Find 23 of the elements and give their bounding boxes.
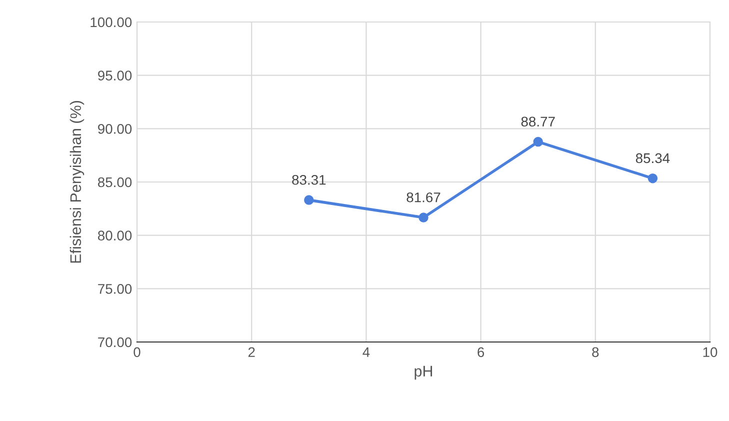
x-tick-label: 6 bbox=[478, 347, 484, 358]
point bbox=[304, 195, 314, 205]
point bbox=[648, 174, 658, 184]
x-tick-label: 4 bbox=[362, 347, 370, 357]
x-axis-title: pH bbox=[414, 366, 432, 380]
data-label: 81.67 bbox=[406, 192, 440, 202]
data-label: 83.31 bbox=[292, 174, 326, 185]
y-axis-title: Efisiensi Penyisihan (%) bbox=[70, 101, 84, 263]
y-tick-label: 70.00 bbox=[98, 337, 132, 348]
data-label: 88.77 bbox=[521, 116, 555, 127]
y-tick-label: 90.00 bbox=[98, 124, 132, 134]
y-tick-label: 80.00 bbox=[98, 230, 132, 241]
y-tick-label: 95.00 bbox=[98, 70, 132, 81]
point bbox=[533, 136, 543, 147]
y-tick-label: 85.00 bbox=[98, 177, 132, 188]
point bbox=[418, 212, 428, 222]
data-label: 85.34 bbox=[636, 153, 670, 164]
y-tick-label: 100.00 bbox=[90, 17, 132, 28]
y-tick-label: 75.00 bbox=[98, 284, 132, 294]
x-tick-label: 2 bbox=[248, 347, 255, 357]
x-tick-label: 10 bbox=[703, 347, 718, 358]
x-tick-label: 0 bbox=[134, 347, 140, 358]
x-tick-label: 8 bbox=[592, 347, 599, 358]
